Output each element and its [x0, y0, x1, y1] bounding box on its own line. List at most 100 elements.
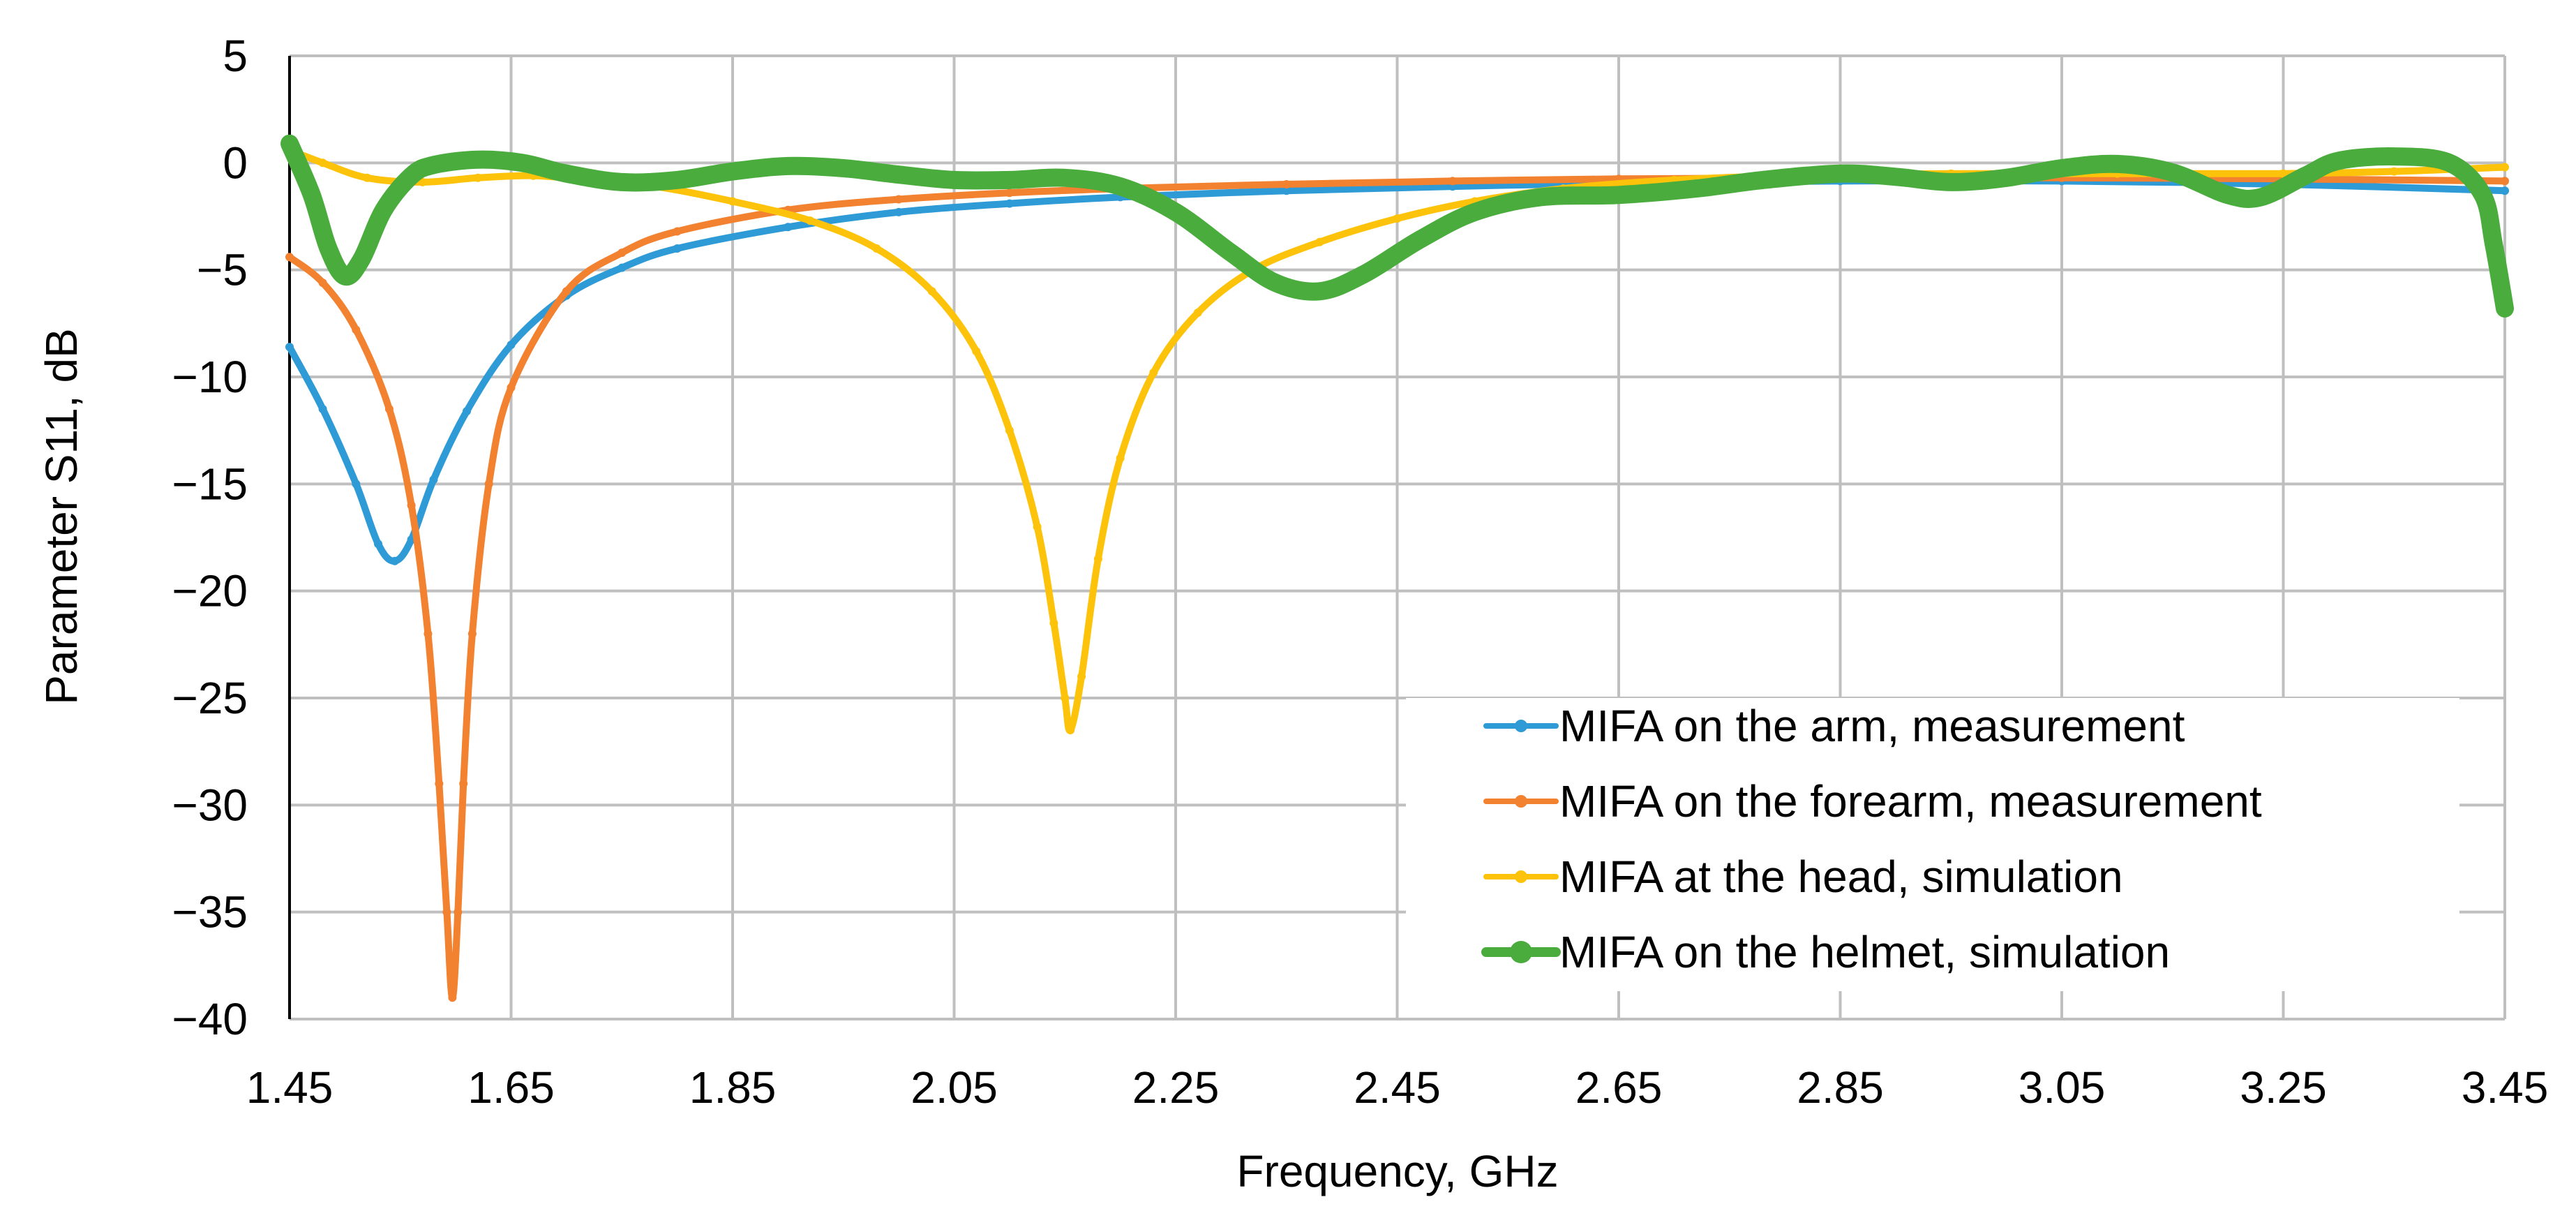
x-tick-label: 1.45 — [246, 1062, 334, 1113]
legend-item: MIFA on the arm, measurement — [1483, 701, 2185, 751]
data-point — [557, 165, 575, 182]
data-point — [1005, 199, 1014, 208]
data-point — [927, 287, 936, 296]
data-point — [459, 779, 468, 788]
data-point — [467, 630, 477, 638]
data-point — [2053, 160, 2070, 177]
data-point — [425, 156, 442, 174]
data-point — [473, 173, 482, 182]
data-point — [1077, 672, 1086, 681]
data-point — [1111, 178, 1129, 195]
data-point — [507, 383, 516, 392]
data-point — [1282, 180, 1291, 188]
data-point — [673, 244, 682, 253]
data-point — [1315, 237, 1324, 246]
legend-label: MIFA on the helmet, simulation — [1559, 927, 2170, 977]
data-point — [728, 197, 737, 206]
data-point — [463, 407, 471, 416]
data-point — [1466, 203, 1483, 221]
y-tick-label: 5 — [223, 31, 248, 81]
x-axis-title: Frequency, GHz — [1236, 1146, 1558, 1196]
data-point — [1448, 177, 1457, 186]
y-tick-label: −5 — [197, 245, 248, 295]
data-point — [1532, 188, 1550, 206]
data-point — [374, 540, 382, 549]
data-point — [2219, 186, 2237, 204]
data-point — [1056, 169, 1074, 186]
data-point — [617, 263, 627, 272]
data-point — [894, 195, 904, 204]
legend-swatch-marker — [1515, 870, 1527, 883]
data-point — [1005, 426, 1014, 435]
data-point — [2501, 177, 2509, 186]
data-point — [390, 556, 399, 565]
legend-label: MIFA on the forearm, measurement — [1559, 776, 2262, 826]
data-point — [2109, 155, 2126, 172]
data-point — [514, 154, 531, 172]
data-point — [2164, 164, 2181, 181]
data-point — [668, 171, 686, 188]
data-point — [724, 163, 741, 180]
data-point — [403, 167, 420, 184]
legend-item: MIFA on the helmet, simulation — [1481, 927, 2170, 977]
data-point — [1005, 188, 1014, 198]
y-axis-title: Parameter S11, dB — [36, 328, 87, 705]
data-point — [617, 248, 627, 258]
legend-swatch-marker — [1515, 795, 1527, 808]
data-point — [872, 244, 881, 253]
data-point — [484, 480, 493, 489]
data-point — [1093, 554, 1102, 563]
data-point — [1887, 168, 1904, 186]
data-point — [2279, 169, 2288, 178]
data-point — [2485, 235, 2503, 253]
data-point — [1998, 169, 2015, 186]
data-point — [972, 347, 981, 356]
data-point — [336, 267, 354, 285]
data-point — [418, 177, 427, 186]
data-point — [352, 325, 361, 334]
data-point — [353, 251, 370, 268]
data-point — [1610, 186, 1627, 204]
data-point — [2496, 299, 2513, 317]
data-point — [429, 475, 438, 484]
data-point — [1754, 171, 1772, 188]
data-point — [890, 166, 908, 184]
data-point — [303, 186, 320, 204]
data-point — [285, 253, 294, 262]
x-tick-label: 2.45 — [1354, 1062, 1441, 1113]
data-point — [2501, 186, 2509, 195]
data-point — [435, 779, 444, 788]
data-point — [779, 157, 797, 175]
data-point — [562, 287, 571, 296]
data-point — [1355, 265, 1372, 283]
data-point — [1149, 368, 1158, 377]
data-point — [424, 630, 433, 638]
y-tick-label: −30 — [172, 780, 248, 830]
series-4 — [280, 134, 2514, 318]
legend-item: MIFA on the forearm, measurement — [1483, 776, 2262, 826]
data-point — [318, 279, 327, 288]
x-tick-label: 2.05 — [911, 1062, 998, 1113]
y-tick-label: −10 — [172, 352, 248, 402]
data-point — [1393, 214, 1402, 223]
x-tick-label: 3.45 — [2462, 1062, 2549, 1113]
x-tick-label: 2.25 — [1132, 1062, 1220, 1113]
y-tick-label: 0 — [223, 138, 248, 188]
data-point — [2297, 167, 2314, 184]
data-point — [1061, 694, 1070, 702]
data-point — [1066, 726, 1075, 734]
data-point — [320, 240, 337, 257]
x-tick-label: 2.65 — [1575, 1062, 1663, 1113]
x-tick-label: 3.25 — [2240, 1062, 2327, 1113]
y-tick-label: −15 — [172, 459, 248, 509]
data-point — [1688, 180, 1705, 198]
data-point — [1832, 165, 1849, 182]
data-point — [442, 907, 451, 916]
legend-swatch-marker — [1515, 720, 1527, 732]
data-point — [1193, 309, 1202, 317]
data-point — [1116, 454, 1125, 463]
data-point — [2330, 152, 2347, 170]
data-point — [2390, 167, 2399, 176]
